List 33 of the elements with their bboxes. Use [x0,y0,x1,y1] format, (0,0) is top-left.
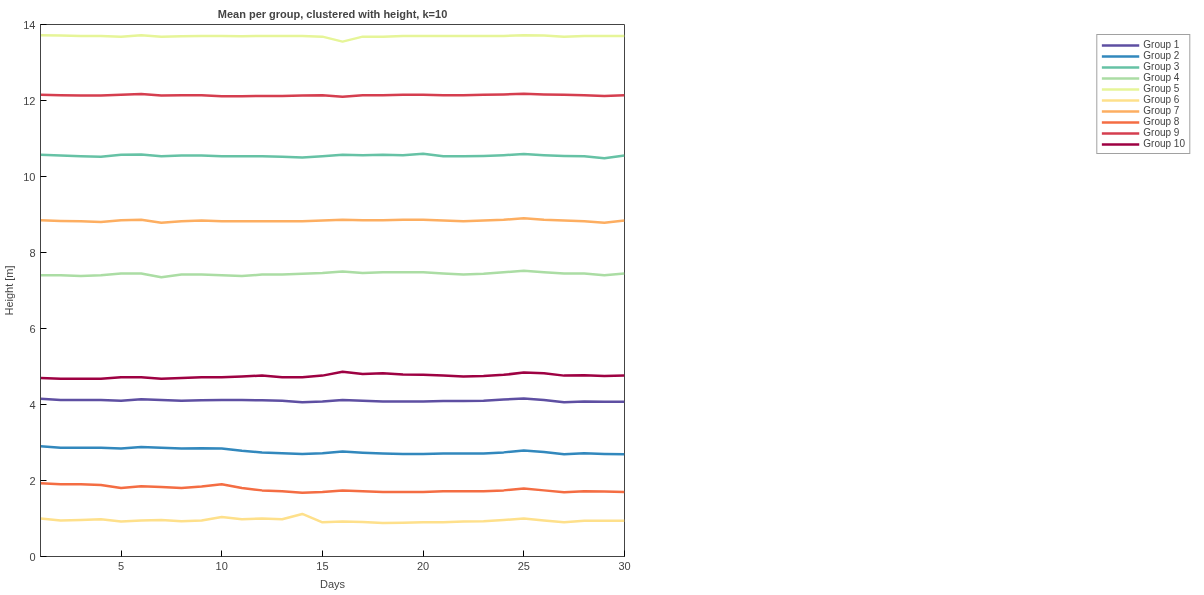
line-series [40,33,625,43]
y-tick-label: 14 [23,18,36,31]
y-tick-label: 10 [23,170,36,183]
chart-title: Mean per group, clustered with height, k=10 [217,7,448,20]
x-axis-title: Days [319,577,346,590]
line-series [40,269,625,279]
x-tick-label: 20 [417,559,430,572]
legend-label: Group 5 [1143,83,1180,94]
legend-label: Group 6 [1143,94,1180,105]
legend-label: Group 7 [1143,105,1180,116]
x-tick-label: 10 [215,559,228,572]
line-series [40,512,625,525]
legend-label: Group 8 [1143,116,1180,127]
line-series [40,445,625,456]
legend-label: Group 9 [1143,127,1180,138]
legend-label: Group 1 [1143,39,1180,50]
x-tick-label: 30 [618,559,631,572]
y-axis-title: Height [m] [3,265,16,316]
y-tick-label: 12 [23,94,36,107]
y-tick-label: 0 [29,550,36,563]
legend-label: Group 3 [1143,61,1180,72]
legend-label: Group 10 [1143,138,1185,149]
x-tick-label: 5 [117,559,125,572]
x-tick-label: 15 [316,559,329,572]
line-series [40,370,625,380]
y-tick-label: 8 [29,246,36,259]
legend-label: Group 2 [1143,50,1180,61]
x-tick-label: 25 [517,559,530,572]
y-tick-label: 2 [29,474,36,487]
legend-label: Group 4 [1143,72,1180,83]
y-tick-label: 6 [29,322,36,335]
line-series [40,481,625,494]
y-tick-label: 4 [29,398,36,411]
